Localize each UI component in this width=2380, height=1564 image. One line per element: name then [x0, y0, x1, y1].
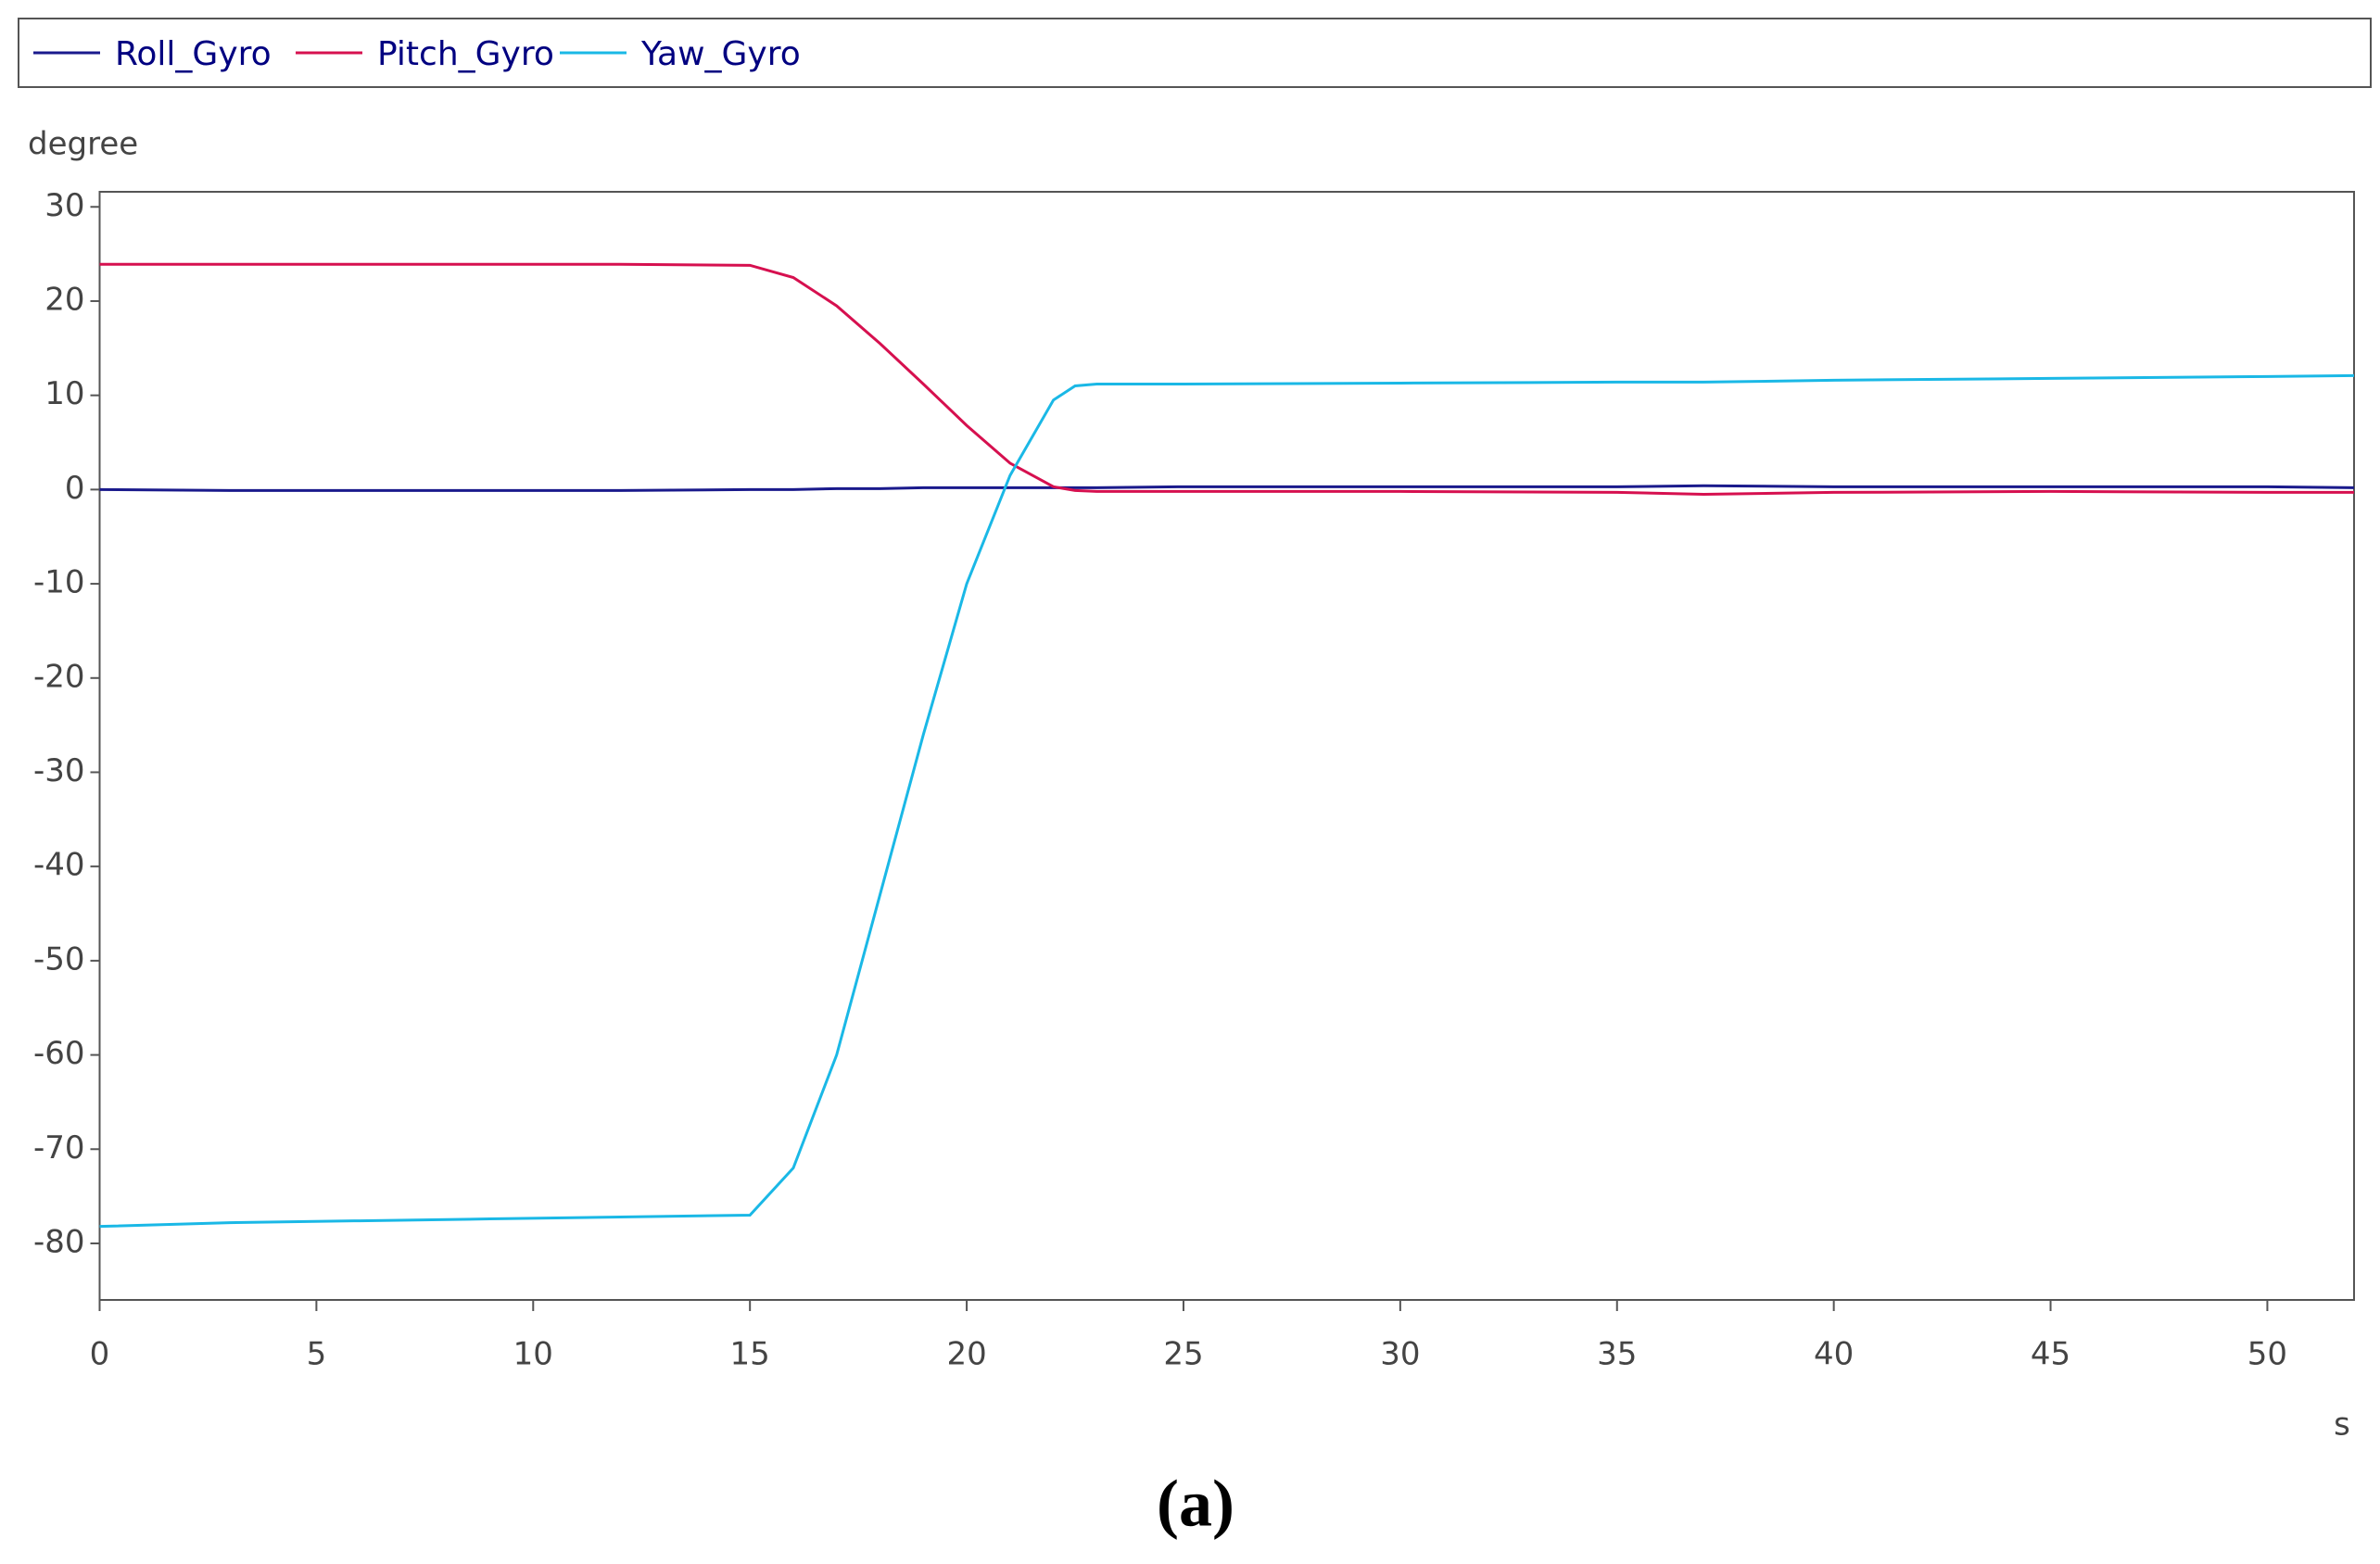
legend-label: Yaw_Gyro: [640, 35, 801, 73]
x-tick-label: 20: [946, 1336, 986, 1373]
caption: (a): [1157, 1467, 1234, 1541]
legend-label: Pitch_Gyro: [377, 35, 554, 73]
x-axis-label: s: [2334, 1406, 2350, 1444]
x-tick-label: 35: [1597, 1336, 1637, 1373]
series-line: [99, 484, 2355, 492]
series-line: [99, 373, 2355, 1229]
y-tick-label: -80: [33, 1223, 85, 1260]
y-tick-label: -70: [33, 1129, 85, 1167]
y-tick-label: -30: [33, 752, 85, 789]
y-tick-label: -10: [33, 564, 85, 601]
y-tick-label: -50: [33, 940, 85, 978]
plot-frame: [98, 191, 2355, 1301]
x-tick-label: 50: [2247, 1336, 2287, 1373]
x-tick-label: 30: [1380, 1336, 1420, 1373]
series-line: [99, 262, 2354, 496]
x-tick-label: 0: [90, 1336, 110, 1373]
x-tick-label: 45: [2031, 1336, 2070, 1373]
y-tick-label: -40: [33, 847, 85, 884]
y-tick-label: 10: [44, 375, 84, 412]
x-tick-label: 10: [513, 1336, 553, 1373]
x-tick-label: 40: [1814, 1336, 1854, 1373]
x-tick-label: 5: [307, 1336, 327, 1373]
x-tick-label: 25: [1163, 1336, 1203, 1373]
y-tick-label: -20: [33, 658, 85, 695]
y-tick-label: -60: [33, 1035, 85, 1072]
y-tick-label: 20: [44, 281, 84, 318]
y-tick-label: 0: [65, 470, 85, 507]
y-axis-label: degree: [28, 126, 138, 163]
legend-box: [18, 18, 2372, 88]
y-tick-label: 30: [44, 187, 84, 224]
x-tick-label: 15: [730, 1336, 770, 1373]
legend-label: Roll_Gyro: [115, 35, 272, 73]
